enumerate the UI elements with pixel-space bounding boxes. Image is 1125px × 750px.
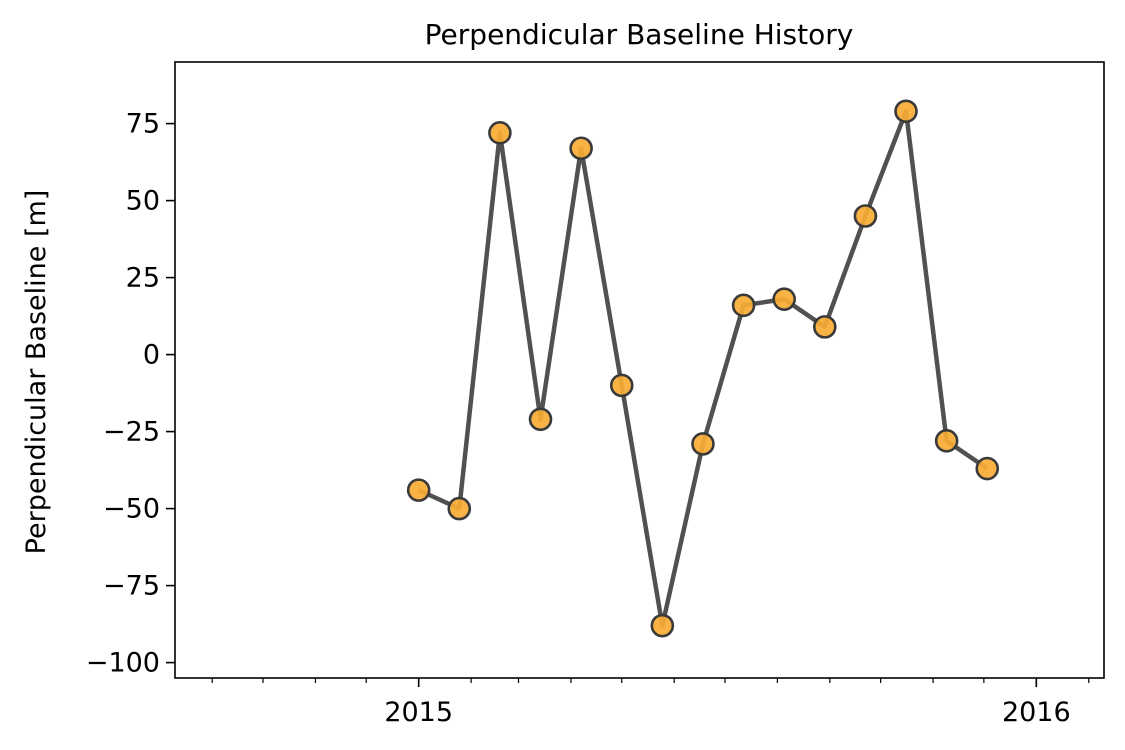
y-tick-label: −75 (103, 571, 160, 602)
data-point (853, 204, 878, 228)
data-point (975, 456, 1000, 481)
x-tick-label: 2016 (1002, 697, 1071, 728)
data-point (934, 429, 959, 453)
y-tick-label: −50 (103, 494, 160, 525)
data-point (569, 136, 593, 161)
y-axis-label: Perpendicular Baseline [m] (21, 190, 52, 555)
chart-title: Perpendicular Baseline History (425, 18, 854, 51)
data-point (691, 432, 715, 456)
plot-area (406, 99, 1000, 638)
y-tick-label: −100 (86, 648, 160, 679)
y-axis: 75 50 25 0 −25 −50 −75 −100 (86, 109, 175, 679)
data-point (650, 613, 675, 638)
y-tick-label: −25 (103, 417, 160, 448)
data-point (488, 121, 512, 145)
data-point (731, 293, 756, 318)
y-tick-label: 75 (126, 109, 160, 140)
y-tick-label: 0 (143, 340, 160, 371)
x-axis: 2015 2016 (211, 678, 1090, 728)
y-tick-label: 25 (126, 263, 160, 294)
y-tick-label: 50 (126, 186, 160, 217)
data-point (609, 373, 634, 398)
data-point (406, 478, 431, 502)
data-point (772, 287, 796, 311)
data-point (528, 407, 553, 432)
data-point (447, 496, 472, 521)
data-point (812, 315, 837, 339)
data-point (894, 99, 918, 124)
plot-frame (174, 61, 1105, 679)
x-tick-label: 2015 (384, 697, 453, 728)
series-line (417, 109, 989, 628)
